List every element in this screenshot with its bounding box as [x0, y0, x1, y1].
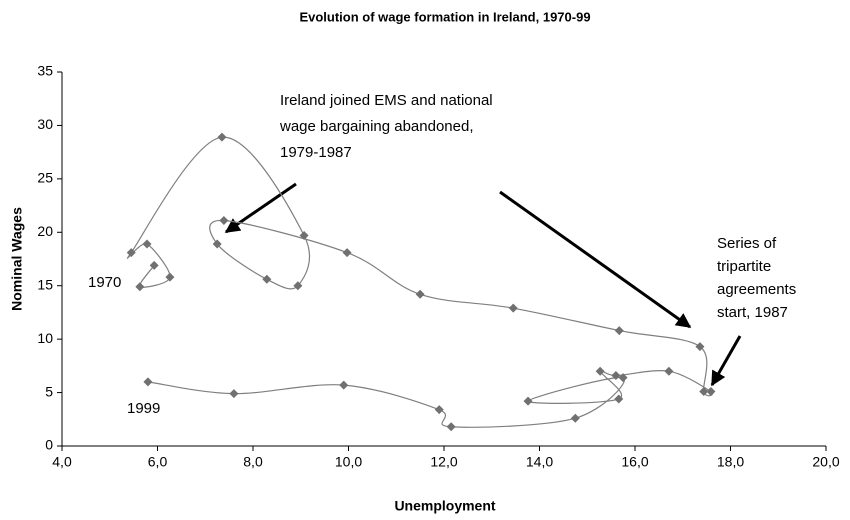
point-marker — [339, 380, 349, 390]
point-marker — [434, 405, 444, 415]
y-tick-label: 30 — [37, 116, 53, 132]
point-marker — [299, 230, 309, 240]
annotation: Ireland joined EMS and national — [280, 92, 493, 109]
annotation: tripartite — [717, 258, 771, 275]
arrow — [499, 190, 692, 329]
point-marker — [229, 389, 239, 399]
point-marker — [217, 132, 227, 142]
point-marker — [664, 366, 674, 376]
point-marker — [165, 272, 175, 282]
point-marker — [570, 413, 580, 423]
y-tick-label: 15 — [37, 276, 53, 292]
point-marker — [126, 248, 136, 258]
point-marker — [219, 216, 229, 226]
y-tick-label: 35 — [37, 63, 53, 79]
point-marker — [342, 248, 352, 258]
annotation: Series of — [717, 235, 777, 252]
annotation: 1979-1987 — [280, 144, 352, 161]
annotation: wage bargaining abandoned, — [279, 118, 474, 135]
point-marker — [149, 260, 159, 270]
x-tick-label: 4,0 — [52, 454, 72, 470]
point-marker — [262, 274, 272, 284]
point-marker — [135, 282, 145, 292]
y-tick-label: 20 — [37, 223, 53, 239]
y-axis-title: Nominal Wages — [9, 207, 25, 311]
point-marker — [618, 373, 628, 383]
point-marker — [523, 396, 533, 406]
x-tick-label: 10,0 — [335, 454, 362, 470]
annotation: 1970 — [88, 274, 121, 291]
x-tick-label: 18,0 — [717, 454, 744, 470]
arrow — [710, 335, 742, 387]
point-marker — [446, 422, 456, 432]
x-tick-label: 20,0 — [812, 454, 839, 470]
annotation: agreements — [717, 281, 796, 298]
point-marker — [595, 366, 605, 376]
point-marker — [614, 394, 624, 404]
x-tick-label: 6,0 — [148, 454, 168, 470]
x-tick-label: 12,0 — [430, 454, 457, 470]
point-marker — [699, 387, 709, 397]
annotation: 1999 — [127, 400, 160, 417]
point-marker — [706, 387, 716, 397]
y-tick-label: 5 — [45, 383, 53, 399]
x-tick-label: 8,0 — [243, 454, 263, 470]
point-marker — [142, 239, 152, 249]
y-tick-label: 10 — [37, 330, 53, 346]
point-marker — [508, 303, 518, 313]
arrow — [224, 182, 297, 234]
point-marker — [611, 370, 621, 380]
y-tick-label: 0 — [45, 437, 53, 453]
point-marker — [212, 239, 222, 249]
point-marker — [143, 377, 153, 387]
y-tick-label: 25 — [37, 170, 53, 186]
chart-title: Evolution of wage formation in Ireland, … — [299, 9, 590, 24]
annotation: start, 1987 — [717, 304, 788, 321]
point-marker — [695, 342, 705, 352]
point-marker — [293, 281, 303, 291]
x-axis-title: Unemployment — [394, 498, 495, 514]
x-tick-label: 14,0 — [526, 454, 553, 470]
point-marker — [614, 326, 624, 336]
x-tick-label: 16,0 — [621, 454, 648, 470]
point-marker — [415, 289, 425, 299]
